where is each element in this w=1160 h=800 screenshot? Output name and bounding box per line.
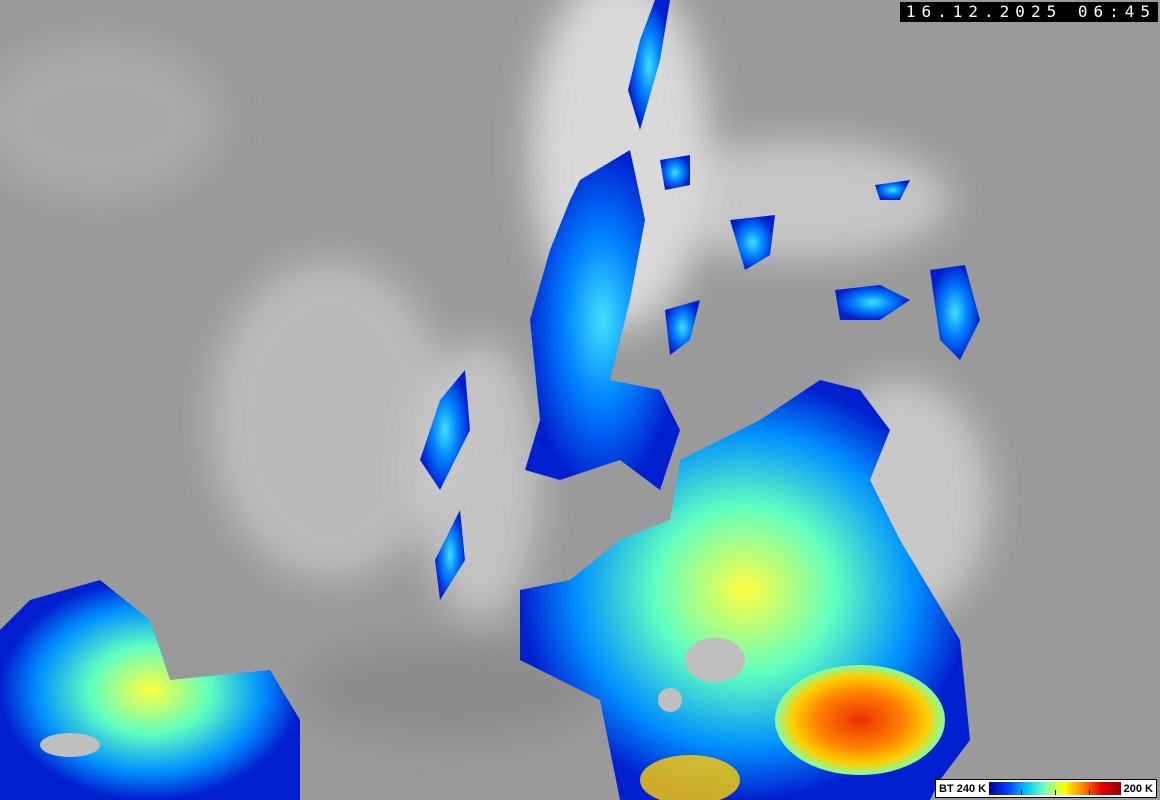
cold-cloud-tops [0,0,980,800]
color-scale-bar [989,782,1121,795]
warm-holes [40,638,745,757]
legend-tick [1089,790,1091,795]
legend-max-label: 200 K [1123,782,1153,795]
timestamp-label: 16.12.2025 06:45 [899,2,1158,22]
color-scale-legend: BT 240 K 200 K [935,779,1157,798]
legend-tick [1054,790,1056,795]
legend-tick [1020,790,1022,795]
legend-min-label: BT 240 K [939,782,987,795]
